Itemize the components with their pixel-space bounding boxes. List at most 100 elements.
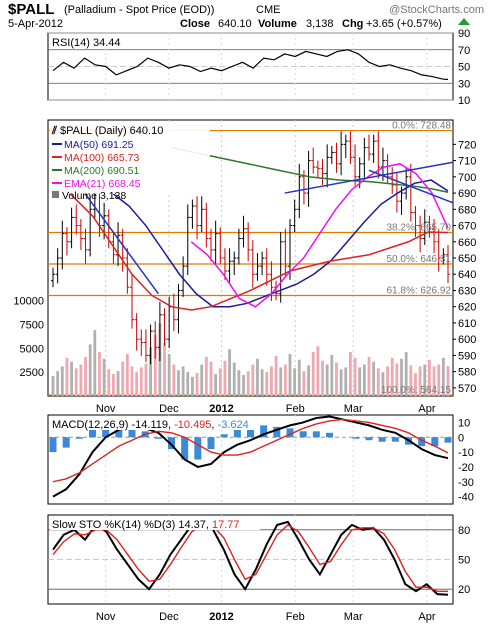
volume-bar: [307, 365, 310, 396]
close-value: 640.10: [218, 18, 252, 30]
price-tick-label: 680: [458, 204, 476, 216]
svg-text:Volume 3,138: Volume 3,138: [62, 190, 126, 202]
ma100-legend: MA(100) 665.73: [64, 152, 139, 164]
volume-bar: [204, 356, 208, 396]
volume-bar: [409, 365, 413, 396]
price-legend-title: ⫽ $PALL (Daily) 640.10: [51, 125, 163, 137]
macd-histogram-bar: [220, 434, 228, 438]
volume-tick-label: 10000: [13, 296, 44, 308]
chart-symbol: $PALL: [8, 1, 54, 18]
macd-tick-label: -10: [458, 447, 474, 459]
rsi-tick-label: 50: [458, 62, 470, 74]
fib-label: 38.2%: 665.70: [387, 223, 452, 234]
macd-histogram-bar: [299, 431, 307, 438]
volume-bar: [251, 364, 255, 396]
macd-histogram-bar: [62, 437, 70, 448]
volume-bar: [279, 367, 283, 396]
price-tick-label: 700: [458, 172, 476, 184]
macd-histogram-bar: [352, 437, 360, 439]
svg-text:MACD(12,26,9) -14.119, -10.495: MACD(12,26,9) -14.119, -10.495, -3.624: [52, 419, 249, 431]
ma50-line: [111, 179, 449, 308]
fib-label: 50.0%: 646.31: [387, 254, 452, 265]
volume-tick-label: 7500: [20, 319, 44, 331]
fib-label: 61.8%: 626.92: [387, 285, 452, 296]
volume-bar: [112, 374, 115, 396]
sto-k-line: [52, 520, 449, 596]
sto-tick-label: 50: [458, 555, 470, 567]
macd-histogram-bar: [286, 428, 294, 438]
watermark: @StockCharts.com: [389, 4, 484, 16]
volume-bar: [153, 334, 157, 396]
volume-bar: [65, 357, 69, 396]
x-tick-label: Apr: [418, 403, 435, 415]
ema21-legend: EMA(21) 668.45: [64, 178, 141, 190]
x-tick-label: 2012: [209, 403, 233, 415]
volume-bar: [218, 368, 222, 396]
price-legend: ⫽ $PALL (Daily) 640.10 MA(50) 691.25 MA(…: [50, 122, 210, 194]
volume-bar: [339, 369, 343, 396]
chart-date: 5-Apr-2012: [8, 18, 63, 30]
volume-bar: [191, 376, 194, 396]
volume-bar: [274, 355, 278, 396]
sto-d-line: [52, 524, 449, 593]
volume-bar: [74, 368, 78, 396]
close-label: Close: [180, 18, 210, 30]
volume-bar: [372, 361, 376, 396]
volume-bar: [335, 362, 338, 396]
macd-tick-label: -30: [458, 477, 474, 489]
price-tick-label: 600: [458, 334, 476, 346]
volume-bar: [214, 374, 218, 396]
macd-histogram-bar: [365, 437, 373, 441]
macd-histogram-bar: [418, 437, 426, 447]
volume-bar: [325, 364, 329, 396]
volume-bar: [423, 364, 427, 396]
macd-histogram-bar: [260, 425, 268, 438]
x-tick-label: Dec: [159, 403, 179, 415]
volume-bar: [256, 358, 259, 396]
price-tick-label: 670: [458, 221, 476, 233]
macd-histogram-bar: [431, 437, 439, 447]
ma200-legend: MA(200) 690.51: [64, 165, 139, 177]
volume-bar: [265, 372, 269, 396]
volume-bar: [70, 361, 73, 396]
macd-tick-label: 10: [458, 417, 470, 429]
volume-bar: [163, 342, 166, 396]
volume-bar: [79, 364, 83, 396]
volume-bar: [172, 364, 176, 396]
ma200-line: [171, 146, 449, 193]
fib-label: 0.0%: 728.48: [392, 121, 451, 132]
volume-tick-label: 5000: [20, 343, 44, 355]
trendline-down: [83, 192, 159, 295]
price-tick-label: 710: [458, 156, 476, 168]
volume-bar: [237, 370, 241, 396]
rsi-tick-label: 90: [458, 28, 470, 40]
volume-bar: [135, 372, 139, 396]
macd-legend: MACD(12,26,9) -14.119, -10.495, -3.624: [50, 417, 260, 431]
price-tick-label: 620: [458, 302, 476, 314]
volume-bar: [414, 373, 417, 396]
signal-line: [52, 418, 449, 483]
x-tick-label: Feb: [286, 403, 305, 415]
volume-legend: Volume 3,138: [52, 190, 126, 202]
volume-bar: [432, 366, 436, 396]
chart-name: (Palladium - Spot Price (EOD)): [64, 4, 214, 16]
sto-tick-label: 80: [458, 525, 470, 537]
volume-bar: [302, 371, 306, 396]
volume-bar: [181, 366, 185, 396]
price-tick-label: 720: [458, 139, 476, 151]
volume-bar: [260, 369, 264, 396]
macd-tick-label: -20: [458, 462, 474, 474]
chg-value: +3.65 (+0.57%): [366, 18, 442, 30]
volume-bar: [139, 367, 143, 396]
volume-bar: [367, 356, 371, 396]
volume-bar: [418, 366, 422, 396]
volume-bar: [330, 354, 334, 396]
volume-value: 3,138: [306, 18, 334, 30]
volume-bar: [88, 344, 92, 396]
chg-label: Chg: [342, 18, 363, 30]
volume-bar: [349, 352, 352, 396]
macd-panel: [47, 414, 454, 505]
macd-histogram-bar: [89, 425, 96, 438]
fib-label: 100.0%: 564.15: [381, 385, 451, 396]
volume-bar: [321, 360, 324, 396]
